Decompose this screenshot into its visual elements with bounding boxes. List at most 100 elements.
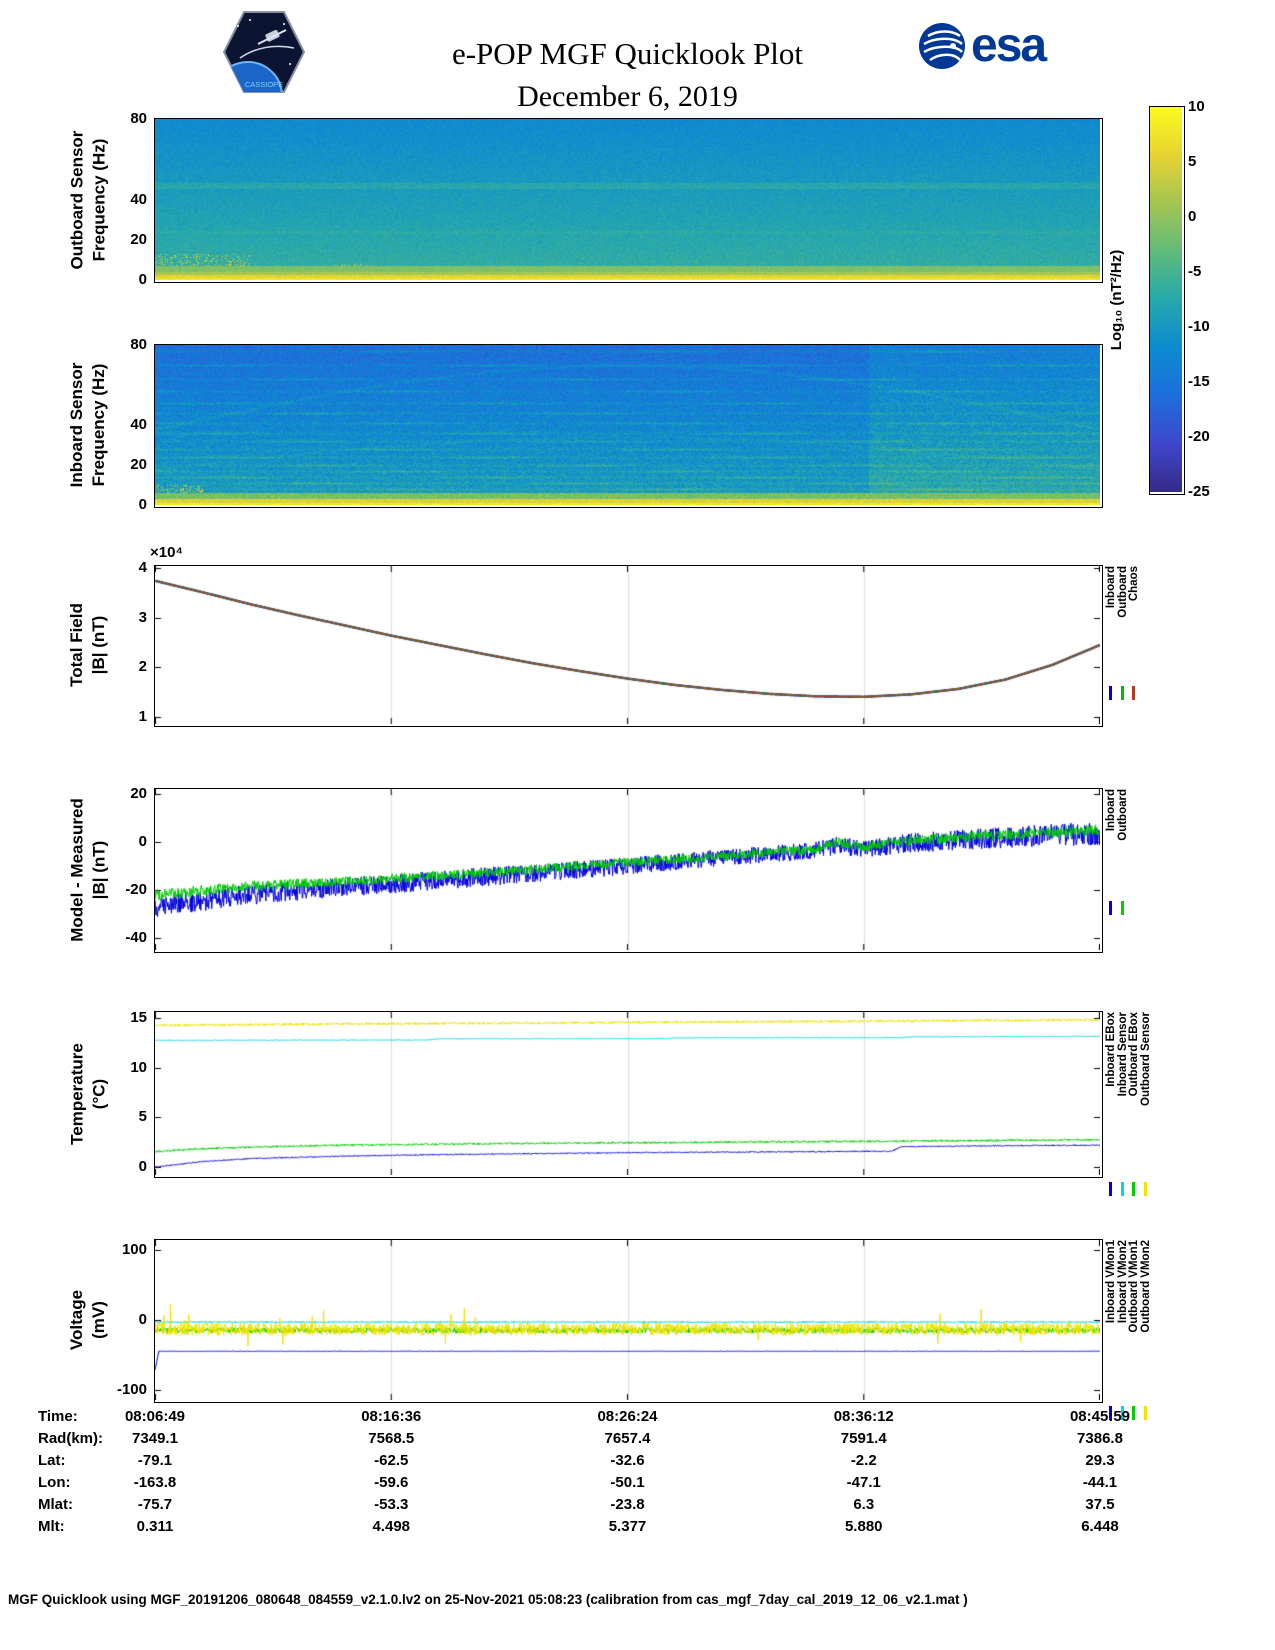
table-cell: 08:26:24 xyxy=(597,1408,658,1425)
legend-label: Inboard xyxy=(1105,789,1117,832)
y-tick-label: 100 xyxy=(121,1241,147,1259)
table-cell: 08:45:59 xyxy=(1069,1408,1131,1425)
colorbar-tick-label: 10 xyxy=(1188,98,1205,115)
legend-label: Outboard Sensor xyxy=(1139,1012,1152,1106)
colorbar-box xyxy=(1149,106,1185,495)
table-cell: 7591.4 xyxy=(840,1430,887,1447)
y-tick-label: 40 xyxy=(130,416,147,433)
y-axis-label-line: Outboard Sensor xyxy=(67,130,86,269)
y-tick-label: 0 xyxy=(138,496,147,513)
table-cell: 37.5 xyxy=(1085,1496,1115,1513)
colorbar-tick-label: -25 xyxy=(1188,483,1210,500)
y-axis-label-line: Temperature xyxy=(67,1042,86,1145)
y-tick-label: 2 xyxy=(138,658,147,676)
cassiope-patch-icon: CASSIOPE xyxy=(222,11,306,93)
table-cell: -53.3 xyxy=(374,1496,409,1513)
legend-label: Outboard xyxy=(1116,789,1129,841)
table-cell: 29.3 xyxy=(1085,1452,1115,1469)
legend-swatch xyxy=(1109,1182,1112,1196)
legend-label: Outboard xyxy=(1116,566,1129,618)
legend-label: Inboard EBox xyxy=(1105,1012,1117,1087)
table-cell: -163.8 xyxy=(133,1474,177,1491)
legend-swatch xyxy=(1109,686,1112,700)
plot-box-inboard_spectrogram xyxy=(154,344,1103,508)
plot-box-voltage xyxy=(154,1239,1103,1403)
table-cell: 08:06:49 xyxy=(124,1408,186,1425)
mission-patch-text: CASSIOPE xyxy=(245,80,283,89)
legend-swatch xyxy=(1132,1406,1135,1420)
y-axis-label-line: (°C) xyxy=(89,1078,108,1109)
table-row-label: Time: xyxy=(38,1408,78,1425)
y-tick-label: 4 xyxy=(138,559,147,577)
table-cell: 08:16:36 xyxy=(361,1408,422,1425)
table-cell: -75.7 xyxy=(137,1496,173,1513)
plot-date: December 6, 2019 xyxy=(517,80,738,113)
y-tick-label: 0 xyxy=(138,832,147,850)
legend-swatch xyxy=(1120,901,1124,915)
table-cell: 0.311 xyxy=(136,1518,174,1535)
y-tick-label: 20 xyxy=(130,230,147,248)
legend-label: Inboard xyxy=(1105,566,1117,609)
colorbar-tick-label: -10 xyxy=(1188,318,1210,335)
y-tick-label: 40 xyxy=(130,190,147,208)
plot-box-model_minus_measured xyxy=(154,788,1103,953)
y-tick-label: 1 xyxy=(138,707,147,725)
legend-swatch xyxy=(1120,686,1124,700)
table-row-label: Lat: xyxy=(38,1452,66,1469)
plot-box-outboard_spectrogram xyxy=(154,118,1103,283)
legend-label: Outboard VMon2 xyxy=(1139,1240,1152,1333)
esa-logo-text: esa xyxy=(971,19,1047,72)
legend-label: Chaos xyxy=(1128,566,1140,602)
colorbar-canvas xyxy=(1150,107,1182,492)
y-tick-label: 0 xyxy=(138,1311,147,1328)
legend-swatch xyxy=(1120,1182,1124,1196)
y-tick-label: 10 xyxy=(130,1058,147,1076)
colorbar-tick-label: -20 xyxy=(1188,428,1210,445)
table-cell: 4.498 xyxy=(372,1518,411,1535)
colorbar-tick-label: -5 xyxy=(1188,263,1202,280)
y-axis-label-line: |B| (nT) xyxy=(89,840,108,899)
table-cell: -59.6 xyxy=(374,1474,409,1491)
y-axis-label-temperature: Temperature (°C) xyxy=(65,1012,111,1175)
legend-swatch xyxy=(1143,1182,1147,1196)
table-cell: 7657.4 xyxy=(604,1430,651,1447)
colorbar-tick-label: 5 xyxy=(1188,153,1197,170)
table-row-label: Mlt: xyxy=(38,1518,65,1535)
legend-swatch xyxy=(1109,901,1112,915)
y-tick-label: 0 xyxy=(138,271,147,288)
inboard_spectrogram-canvas xyxy=(155,345,1100,505)
y-axis-label-line: Total Field xyxy=(67,603,86,687)
y-tick-label: -100 xyxy=(116,1380,147,1398)
plot-title: e-POP MGF Quicklook Plot xyxy=(451,36,804,71)
legend-label: Outboard VMon1 xyxy=(1128,1240,1140,1333)
table-cell: -44.1 xyxy=(1082,1474,1118,1491)
processing-footnote: MGF Quicklook using MGF_20191206_080648_… xyxy=(8,1592,968,1607)
table-cell: 5.377 xyxy=(608,1518,647,1535)
y-tick-label: 80 xyxy=(130,336,147,353)
legend-label: Inboard Sensor xyxy=(1116,1012,1129,1097)
legend-swatch xyxy=(1109,1406,1112,1420)
y-tick-label: 15 xyxy=(130,1008,147,1026)
y-tick-label: 5 xyxy=(138,1108,147,1126)
table-row-label: Lon: xyxy=(38,1474,71,1491)
y-tick-label: 20 xyxy=(130,784,147,802)
plot-box-total_field xyxy=(154,565,1103,727)
y-axis-label-line: Inboard Sensor xyxy=(67,362,86,488)
table-row-label: Rad(km): xyxy=(38,1430,104,1447)
legend-swatch xyxy=(1120,1406,1124,1420)
table-cell: 08:36:12 xyxy=(833,1408,894,1425)
y-axis-label-line: |B| (nT) xyxy=(89,615,108,675)
table-cell: -79.1 xyxy=(137,1452,173,1469)
table-cell: -2.2 xyxy=(850,1452,877,1469)
y-tick-label: -20 xyxy=(125,880,147,898)
table-cell: -23.8 xyxy=(610,1496,645,1513)
temperature-canvas xyxy=(155,1012,1100,1175)
table-cell: -50.1 xyxy=(610,1474,645,1491)
legend-label: Inboard VMon1 xyxy=(1105,1240,1117,1324)
y-tick-label: 3 xyxy=(138,608,147,626)
y-axis-label-model_minus_measured: Model - Measured |B| (nT) xyxy=(65,789,111,950)
voltage-canvas xyxy=(155,1240,1100,1400)
esa-logo: esa xyxy=(918,19,1047,72)
legend-label: Outboard EBox xyxy=(1128,1012,1140,1097)
